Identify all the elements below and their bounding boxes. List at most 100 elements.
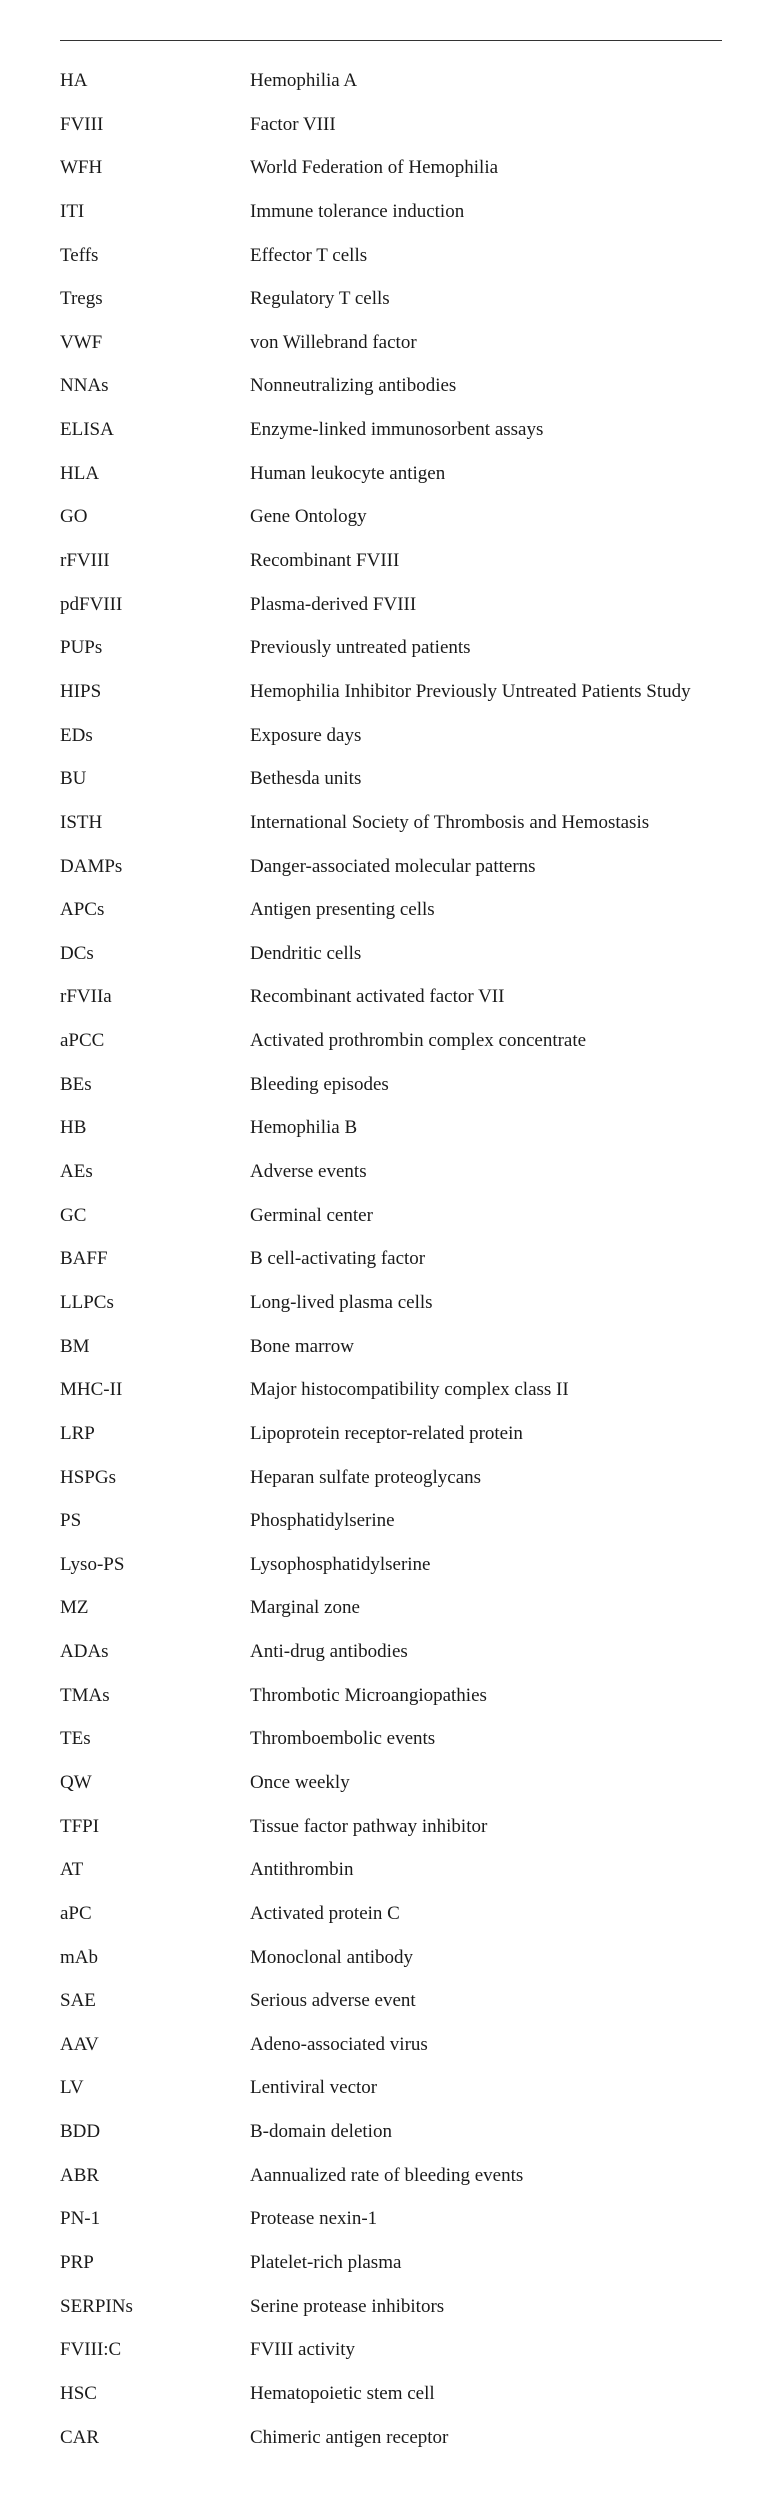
abbreviation-cell: Lyso-PS — [60, 1543, 250, 1587]
abbreviation-cell: GO — [60, 495, 250, 539]
abbreviation-cell: ITI — [60, 190, 250, 234]
table-row: HSCHematopoietic stem cell — [60, 2372, 722, 2416]
table-row: ADAsAnti-drug antibodies — [60, 1630, 722, 1674]
table-row: BDDB-domain deletion — [60, 2110, 722, 2154]
abbreviation-cell: ABR — [60, 2154, 250, 2198]
definition-cell: Major histocompatibility complex class I… — [250, 1368, 722, 1412]
abbreviation-cell: TFPI — [60, 1805, 250, 1849]
definition-cell: Antigen presenting cells — [250, 888, 722, 932]
definition-cell: Chimeric antigen receptor — [250, 2416, 722, 2460]
table-row: BUBethesda units — [60, 757, 722, 801]
abbreviation-cell: DCs — [60, 932, 250, 976]
definition-cell: Tissue factor pathway inhibitor — [250, 1805, 722, 1849]
abbreviations-table: HAHemophilia AFVIIIFactor VIIIWFHWorld F… — [60, 59, 722, 2459]
table-row: MHC-IIMajor histocompatibility complex c… — [60, 1368, 722, 1412]
abbreviation-cell: DAMPs — [60, 845, 250, 889]
table-row: AEsAdverse events — [60, 1150, 722, 1194]
table-row: rFVIIIRecombinant FVIII — [60, 539, 722, 583]
abbreviation-cell: mAb — [60, 1936, 250, 1980]
definition-cell: Enzyme-linked immunosorbent assays — [250, 408, 722, 452]
table-row: FVIIIFactor VIII — [60, 103, 722, 147]
definition-cell: Danger-associated molecular patterns — [250, 845, 722, 889]
table-row: VWFvon Willebrand factor — [60, 321, 722, 365]
definition-cell: Dendritic cells — [250, 932, 722, 976]
abbreviation-cell: MZ — [60, 1586, 250, 1630]
table-row: ELISAEnzyme-linked immunosorbent assays — [60, 408, 722, 452]
table-row: APCsAntigen presenting cells — [60, 888, 722, 932]
definition-cell: Germinal center — [250, 1194, 722, 1238]
table-row: TEsThromboembolic events — [60, 1717, 722, 1761]
abbreviation-cell: SERPINs — [60, 2285, 250, 2329]
abbreviation-cell: HA — [60, 59, 250, 103]
table-row: HSPGsHeparan sulfate proteoglycans — [60, 1456, 722, 1500]
abbreviation-cell: LRP — [60, 1412, 250, 1456]
definition-cell: Antithrombin — [250, 1848, 722, 1892]
top-rule — [60, 40, 722, 41]
abbreviation-cell: HLA — [60, 452, 250, 496]
table-row: QWOnce weekly — [60, 1761, 722, 1805]
abbreviation-cell: QW — [60, 1761, 250, 1805]
definition-cell: Platelet-rich plasma — [250, 2241, 722, 2285]
abbreviation-cell: Tregs — [60, 277, 250, 321]
definition-cell: Hematopoietic stem cell — [250, 2372, 722, 2416]
abbreviation-cell: WFH — [60, 146, 250, 190]
abbreviation-cell: AT — [60, 1848, 250, 1892]
definition-cell: Regulatory T cells — [250, 277, 722, 321]
abbreviation-cell: MHC-II — [60, 1368, 250, 1412]
abbreviation-cell: PRP — [60, 2241, 250, 2285]
abbreviation-cell: GC — [60, 1194, 250, 1238]
abbreviation-cell: CAR — [60, 2416, 250, 2460]
table-row: TeffsEffector T cells — [60, 234, 722, 278]
table-row: TMAsThrombotic Microangiopathies — [60, 1674, 722, 1718]
table-row: GCGerminal center — [60, 1194, 722, 1238]
definition-cell: Monoclonal antibody — [250, 1936, 722, 1980]
definition-cell: Aannualized rate of bleeding events — [250, 2154, 722, 2198]
definition-cell: Anti-drug antibodies — [250, 1630, 722, 1674]
definition-cell: Hemophilia B — [250, 1106, 722, 1150]
table-row: HAHemophilia A — [60, 59, 722, 103]
abbreviation-cell: EDs — [60, 714, 250, 758]
table-row: LVLentiviral vector — [60, 2066, 722, 2110]
definition-cell: Adeno-associated virus — [250, 2023, 722, 2067]
abbreviation-cell: HSPGs — [60, 1456, 250, 1500]
definition-cell: Long-lived plasma cells — [250, 1281, 722, 1325]
table-row: WFHWorld Federation of Hemophilia — [60, 146, 722, 190]
abbreviation-cell: LV — [60, 2066, 250, 2110]
definition-cell: Serine protease inhibitors — [250, 2285, 722, 2329]
definition-cell: Lentiviral vector — [250, 2066, 722, 2110]
definition-cell: Previously untreated patients — [250, 626, 722, 670]
abbreviation-cell: BM — [60, 1325, 250, 1369]
definition-cell: Adverse events — [250, 1150, 722, 1194]
table-row: BEsBleeding episodes — [60, 1063, 722, 1107]
table-row: ITIImmune tolerance induction — [60, 190, 722, 234]
abbreviation-cell: NNAs — [60, 364, 250, 408]
table-row: DAMPsDanger-associated molecular pattern… — [60, 845, 722, 889]
definition-cell: Marginal zone — [250, 1586, 722, 1630]
abbreviation-cell: PN-1 — [60, 2197, 250, 2241]
definition-cell: Hemophilia A — [250, 59, 722, 103]
definition-cell: Phosphatidylserine — [250, 1499, 722, 1543]
abbreviation-cell: SAE — [60, 1979, 250, 2023]
abbreviation-cell: FVIII:C — [60, 2328, 250, 2372]
definition-cell: B cell-activating factor — [250, 1237, 722, 1281]
table-row: PUPsPreviously untreated patients — [60, 626, 722, 670]
definition-cell: Human leukocyte antigen — [250, 452, 722, 496]
table-row: SAESerious adverse event — [60, 1979, 722, 2023]
table-row: GOGene Ontology — [60, 495, 722, 539]
definition-cell: Nonneutralizing antibodies — [250, 364, 722, 408]
definition-cell: Recombinant FVIII — [250, 539, 722, 583]
abbreviation-cell: AEs — [60, 1150, 250, 1194]
definition-cell: Protease nexin-1 — [250, 2197, 722, 2241]
abbreviations-body: HAHemophilia AFVIIIFactor VIIIWFHWorld F… — [60, 59, 722, 2459]
definition-cell: Activated prothrombin complex concentrat… — [250, 1019, 722, 1063]
table-row: ATAntithrombin — [60, 1848, 722, 1892]
table-row: PN-1Protease nexin-1 — [60, 2197, 722, 2241]
table-row: BAFFB cell-activating factor — [60, 1237, 722, 1281]
definition-cell: Lipoprotein receptor-related protein — [250, 1412, 722, 1456]
table-row: Lyso-PSLysophosphatidylserine — [60, 1543, 722, 1587]
abbreviation-cell: TMAs — [60, 1674, 250, 1718]
abbreviation-cell: PS — [60, 1499, 250, 1543]
definition-cell: Factor VIII — [250, 103, 722, 147]
abbreviation-cell: pdFVIII — [60, 583, 250, 627]
definition-cell: Gene Ontology — [250, 495, 722, 539]
